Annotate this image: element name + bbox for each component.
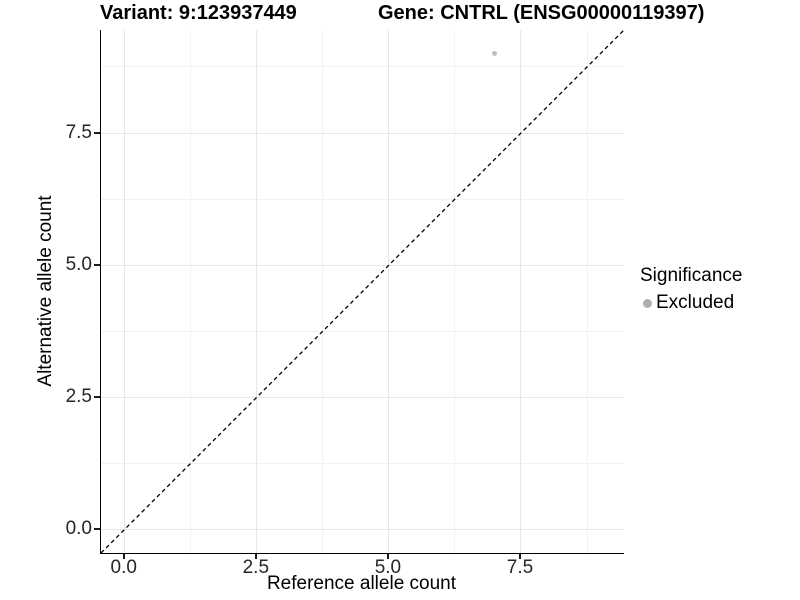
y-axis-tick [94,264,100,266]
plot-panel [100,30,624,554]
plot-title-variant: Variant: 9:123937449 [100,2,297,24]
major-gridline-v [124,30,126,553]
x-axis-title: Reference allele count [266,573,457,594]
x-axis-tick [387,553,389,559]
y-axis-title: Alternative allele count [35,195,56,387]
minor-gridline-v [322,30,324,553]
x-axis-tick [255,553,257,559]
minor-gridline-v [190,30,192,553]
major-gridline-h [101,132,624,134]
legend-item-excluded: Excluded [640,292,742,314]
x-tick-label: 7.5 [506,557,534,578]
minor-gridline-v [586,30,588,553]
minor-gridline-h [101,330,624,332]
y-tick-label: 7.5 [65,122,92,143]
y-axis-tick [94,396,100,398]
y-tick-label: 0.0 [65,518,92,540]
legend: Significance Excluded [640,265,742,314]
minor-gridline-h [101,66,624,68]
identity-dashed-line [101,30,624,553]
major-gridline-h [101,264,624,266]
minor-gridline-h [101,462,624,464]
x-axis-tick [123,553,125,559]
major-gridline-v [388,30,390,553]
minor-gridline-h [101,198,624,200]
y-tick-label: 5.0 [65,254,92,276]
major-gridline-h [101,396,624,398]
x-tick-label: 0.0 [110,557,137,578]
major-gridline-v [256,30,258,553]
major-gridline-v [520,30,522,553]
major-gridline-h [101,528,624,530]
data-point [492,51,498,57]
legend-title: Significance [640,265,743,286]
x-tick-label: 2.5 [242,557,270,578]
plot-title-gene: Gene: CNTRL (ENSG00000119397) [378,2,705,24]
circle-icon [640,295,656,311]
x-tick-label: 5.0 [374,557,402,578]
x-axis-tick [519,553,521,559]
y-axis-tick [94,132,100,134]
minor-gridline-v [454,30,456,553]
y-axis-tick [94,528,100,530]
legend-item-label: Excluded [656,292,735,313]
y-tick-label: 2.5 [65,386,92,408]
